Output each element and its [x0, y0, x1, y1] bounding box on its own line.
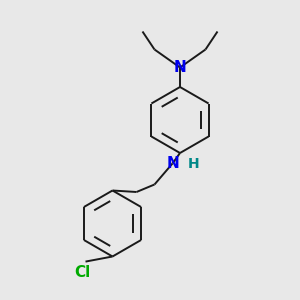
Text: N: N: [166, 156, 179, 171]
Text: H: H: [188, 158, 199, 171]
Text: Cl: Cl: [74, 265, 90, 280]
Text: N: N: [174, 60, 186, 75]
